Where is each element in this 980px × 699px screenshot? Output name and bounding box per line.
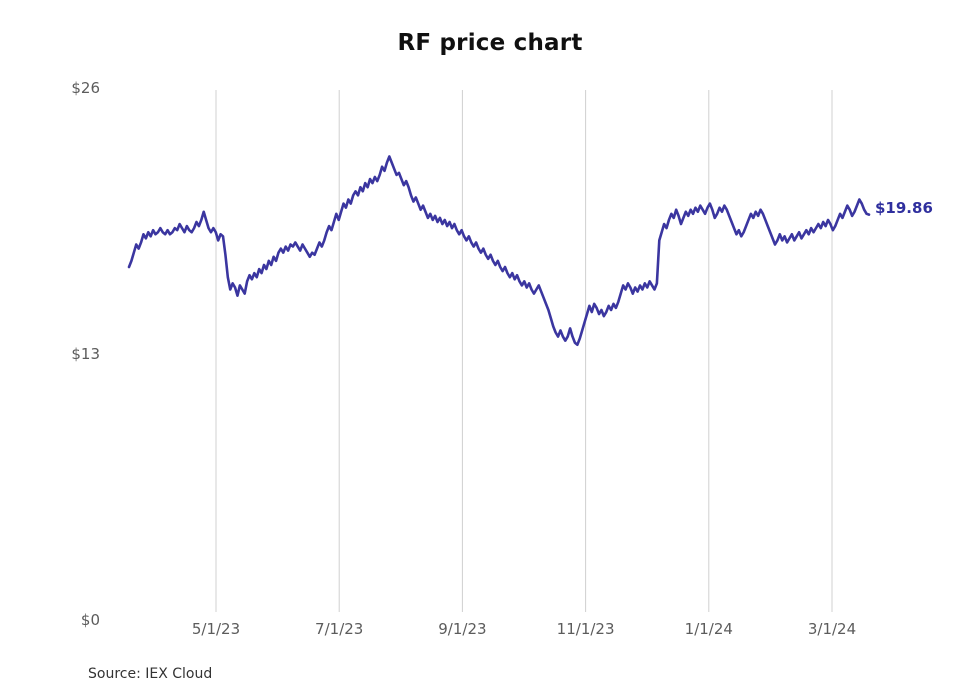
x-tick-label: 5/1/23 xyxy=(191,620,241,638)
x-tick-label: 11/1/23 xyxy=(556,620,615,638)
x-tick-label: 1/1/24 xyxy=(684,620,733,638)
source-note: Source: IEX Cloud xyxy=(88,666,213,682)
gridlines xyxy=(215,90,833,612)
y-axis: $0 $13 $26 xyxy=(28,0,100,699)
x-tick-label: 7/1/23 xyxy=(315,620,364,638)
price-line xyxy=(127,155,871,347)
y-tick-label: $13 xyxy=(71,345,100,363)
y-tick-label: $0 xyxy=(80,611,100,629)
y-tick-label: $26 xyxy=(71,79,100,97)
x-tick-label: 9/1/23 xyxy=(438,620,487,638)
x-tick-label: 3/1/24 xyxy=(807,620,857,638)
end-price-annotation: $19.86 xyxy=(875,198,933,217)
page-title: RF price chart xyxy=(397,30,583,56)
